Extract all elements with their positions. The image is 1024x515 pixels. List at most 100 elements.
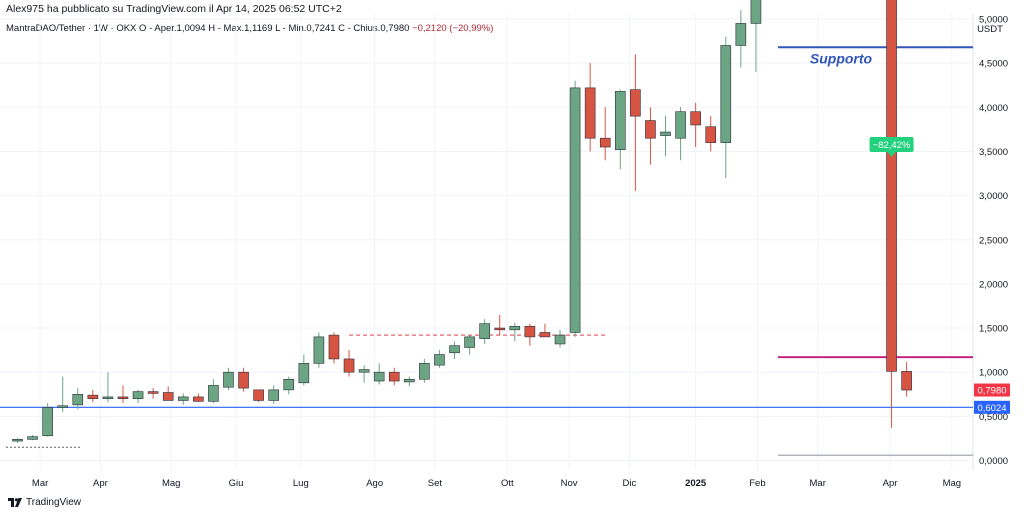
current-price-tag	[974, 383, 1010, 397]
low-price-label: 0,6024	[977, 403, 1006, 414]
price-change: −0,2120 (−20,99%)	[412, 23, 494, 34]
tradingview-brand: TradingView	[26, 497, 82, 508]
candle	[177, 393, 189, 405]
time-tick-label: Apr	[93, 478, 108, 489]
time-tick-label: Dic	[622, 478, 636, 489]
price-tick-label: 0,5000	[979, 412, 1008, 423]
drop-percent-label: −82,42%	[873, 140, 911, 151]
tradingview-footer[interactable]: TradingView	[8, 497, 81, 508]
time-tick-label: 2025	[685, 478, 707, 489]
candle-body	[283, 378, 295, 391]
candle	[464, 335, 475, 355]
candle-body	[253, 389, 264, 401]
candle-body	[750, 0, 762, 24]
candle-body	[630, 89, 641, 117]
time-tick-label: Lug	[293, 478, 309, 489]
candle-body	[147, 391, 159, 394]
time-tick-label: Ott	[501, 478, 514, 489]
candle-body	[479, 323, 490, 339]
time-tick-label: Mar	[32, 478, 48, 489]
price-axis[interactable]: 0,0000 0,5000 1,0000 1,5000 2,0000 2,5000 3,00…	[979, 0, 1008, 468]
candle-body	[524, 325, 536, 338]
candle-body	[313, 336, 325, 364]
candle-body	[449, 345, 460, 354]
candle-body	[404, 378, 415, 383]
candle-body	[645, 120, 656, 139]
candle-body	[57, 405, 69, 408]
candle-body	[12, 439, 23, 442]
time-tick-label: Set	[428, 478, 443, 489]
candle-body	[886, 0, 897, 372]
candle	[132, 389, 144, 404]
candle	[750, 0, 762, 72]
drop-percent-badge	[869, 137, 914, 152]
candle	[388, 367, 400, 386]
candle-body	[358, 369, 370, 373]
time-axis[interactable]: Mar Apr Mag Giu Lug Ago Set Ott Nov Dic 2025 Feb Mar…	[32, 478, 961, 489]
candle-body	[901, 371, 912, 391]
currency-label: USDT	[977, 24, 1003, 35]
candle-body	[268, 389, 279, 401]
candle-body	[690, 111, 701, 126]
candle	[901, 361, 912, 397]
candle	[373, 363, 385, 385]
time-tick-label: Mag	[162, 478, 180, 489]
price-tick-label: 1,5000	[979, 324, 1008, 335]
candle	[27, 434, 38, 441]
support-text-label: Supporto	[810, 50, 873, 66]
candle-body	[388, 371, 400, 382]
candle	[147, 388, 159, 399]
candle-body	[509, 325, 521, 331]
time-tick-label: Giu	[229, 478, 244, 489]
candle	[434, 350, 445, 368]
candle	[524, 323, 536, 346]
candle	[630, 54, 641, 192]
candle	[87, 389, 99, 403]
price-tick-label: 2,0000	[979, 279, 1008, 290]
candle-body	[675, 111, 686, 139]
candle	[449, 341, 460, 359]
candle	[614, 89, 626, 170]
candle-body	[599, 137, 611, 148]
candle	[253, 389, 264, 403]
price-tick-label: 2,5000	[979, 235, 1008, 246]
candle-body	[584, 87, 596, 139]
candle	[539, 323, 551, 338]
candle-body	[238, 371, 249, 389]
candle-body	[569, 87, 581, 333]
candle	[162, 386, 174, 401]
time-tick-label: Apr	[883, 478, 898, 489]
candle	[283, 376, 295, 395]
candle-body	[72, 393, 84, 406]
candle-body	[434, 354, 445, 366]
candle	[72, 388, 84, 410]
candle-body	[660, 131, 671, 136]
grid-lines	[0, 14, 973, 470]
price-tick-label: 1,0000	[979, 368, 1008, 379]
candle	[690, 102, 701, 148]
candle	[705, 116, 717, 152]
candle-body	[614, 91, 626, 150]
tradingview-logo-icon	[8, 497, 22, 507]
candle-body	[27, 436, 38, 440]
candle	[404, 376, 415, 387]
candle	[660, 116, 671, 156]
candle-body	[177, 396, 189, 401]
price-tick-label: 4,0000	[979, 103, 1008, 114]
candle-body	[298, 363, 310, 384]
candle	[57, 376, 69, 412]
candle	[554, 329, 566, 348]
symbol-legend: MantraDAO/Tether · 1W · OKX O - Aper.1,0…	[6, 23, 493, 34]
candle	[584, 63, 596, 152]
candle-body	[539, 332, 551, 338]
candle	[208, 379, 219, 404]
candle	[720, 36, 732, 178]
candle	[343, 350, 355, 377]
symbol-name[interactable]: MantraDAO/Tether · 1W · OKX	[6, 23, 137, 34]
candle-body	[735, 23, 747, 46]
low-price-tag	[974, 400, 1010, 414]
candle	[509, 322, 521, 342]
candle	[117, 385, 129, 404]
candle	[886, 0, 897, 428]
